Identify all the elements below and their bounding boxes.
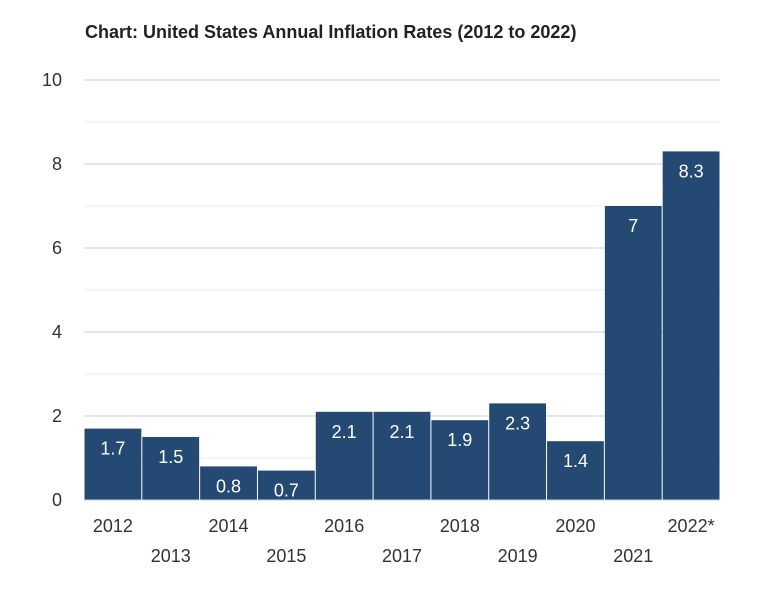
bar-data-label: 1.9 [447, 430, 472, 450]
bar-data-label: 1.4 [563, 451, 588, 471]
bar-data-label: 2.3 [505, 413, 530, 433]
x-tick-label: 2017 [382, 546, 422, 566]
bar-2019 [489, 403, 547, 500]
y-tick-label: 6 [52, 238, 62, 258]
y-tick-label: 0 [52, 490, 62, 510]
bar-data-label: 1.7 [100, 439, 125, 459]
chart-title: Chart: United States Annual Inflation Ra… [85, 22, 577, 42]
x-tick-label: 2016 [324, 516, 364, 536]
bar-data-label: 2.1 [332, 422, 357, 442]
bar-2014 [200, 466, 257, 500]
bar-2015 [257, 470, 315, 500]
y-tick-label: 10 [42, 70, 62, 90]
bar-data-label: 8.3 [679, 161, 704, 181]
bar-data-label: 7 [628, 216, 638, 236]
bar-2021 [604, 206, 662, 500]
x-tick-label: 2012 [93, 516, 133, 536]
x-tick-label: 2019 [498, 546, 538, 566]
x-tick-label: 2014 [209, 516, 249, 536]
x-tick-label: 2022* [668, 516, 715, 536]
x-tick-label: 2013 [151, 546, 191, 566]
y-tick-label: 2 [52, 406, 62, 426]
x-tick-label: 2020 [555, 516, 595, 536]
bar-data-label: 0.7 [274, 481, 299, 501]
x-tick-label: 2018 [440, 516, 480, 536]
bar-data-label: 2.1 [389, 422, 414, 442]
bar-2012 [84, 428, 142, 500]
bar-2016 [315, 411, 373, 500]
bar-2022 [662, 151, 720, 500]
bar-data-label: 1.5 [158, 447, 183, 467]
y-tick-label: 4 [52, 322, 62, 342]
bar-2020 [547, 441, 604, 500]
bar-2018 [431, 420, 489, 500]
bar-data-label: 0.8 [216, 476, 241, 496]
x-tick-label: 2015 [266, 546, 306, 566]
bar-2013 [142, 437, 200, 500]
y-tick-label: 8 [52, 154, 62, 174]
x-tick-label: 2021 [613, 546, 653, 566]
bar-2017 [373, 411, 431, 500]
